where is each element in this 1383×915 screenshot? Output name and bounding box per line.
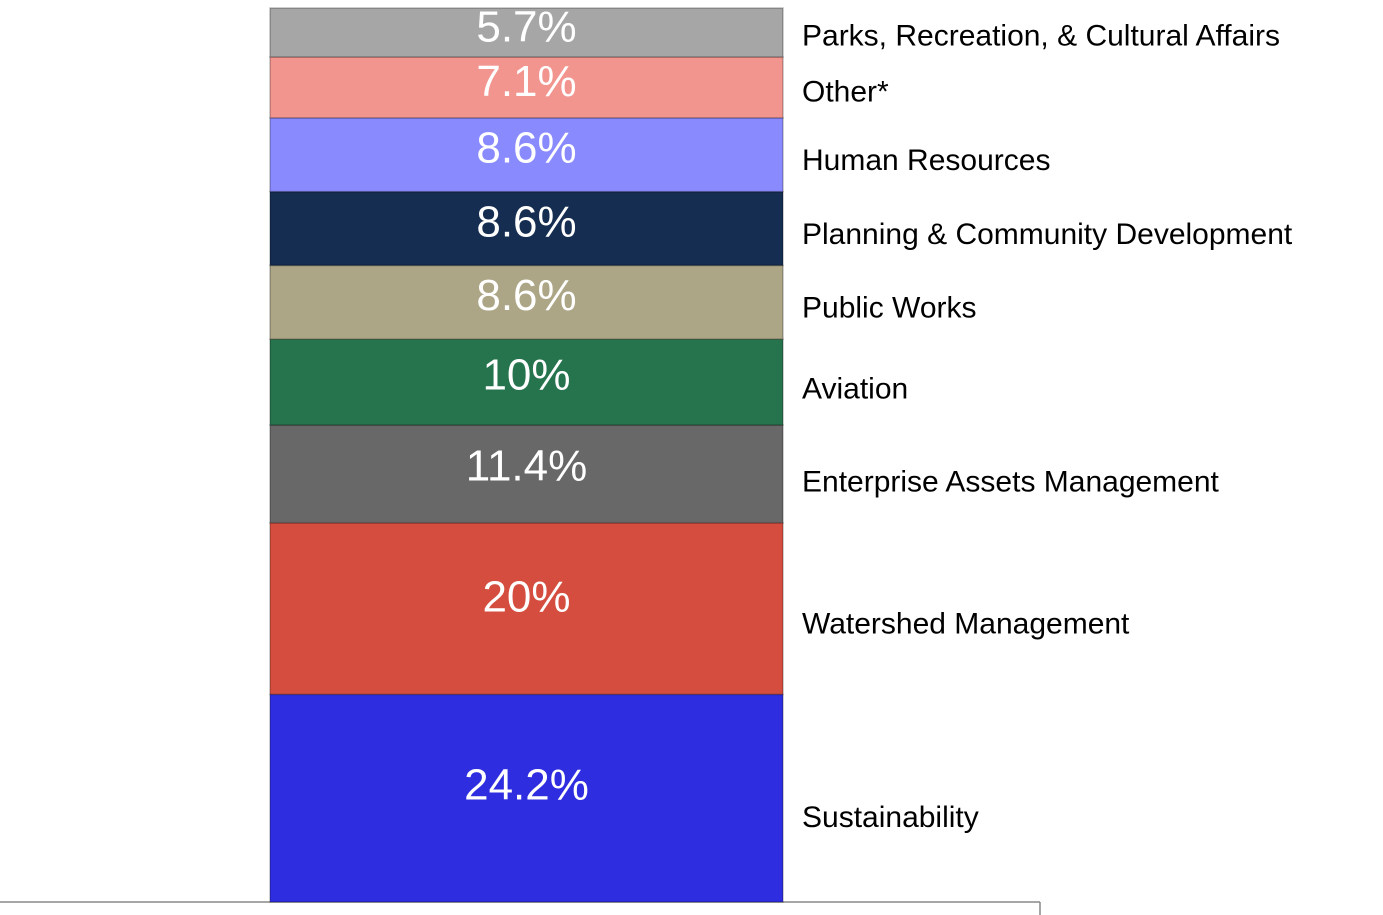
bar-segment <box>269 190 784 267</box>
category-label: Human Resources <box>802 144 1050 177</box>
bar-segment <box>269 522 784 696</box>
category-label: Public Works <box>802 292 977 325</box>
bar-segment <box>269 7 784 58</box>
value-label: 8.6% <box>476 271 576 320</box>
bar-segment <box>269 56 784 119</box>
category-label: Sustainability <box>802 801 979 834</box>
bar-segment <box>269 424 784 524</box>
bar-segment <box>269 117 784 193</box>
value-label: 8.6% <box>476 124 576 173</box>
category-label: Planning & Community Development <box>802 218 1293 251</box>
category-label: Other* <box>802 75 889 108</box>
category-label: Parks, Recreation, & Cultural Affairs <box>802 19 1280 52</box>
value-label: 20% <box>482 573 570 622</box>
value-label: 10% <box>482 350 570 399</box>
value-label: 11.4% <box>466 442 588 491</box>
bar-segment <box>269 338 784 426</box>
value-label: 7.1% <box>476 57 576 106</box>
value-label: 8.6% <box>476 197 576 246</box>
value-label: 24.2% <box>464 760 589 809</box>
value-label: 5.7% <box>476 3 576 52</box>
category-label: Enterprise Assets Management <box>802 466 1220 499</box>
bar-segment <box>269 693 784 903</box>
category-label: Aviation <box>802 373 908 406</box>
bar-segment <box>269 264 784 340</box>
category-label: Watershed Management <box>802 608 1130 641</box>
